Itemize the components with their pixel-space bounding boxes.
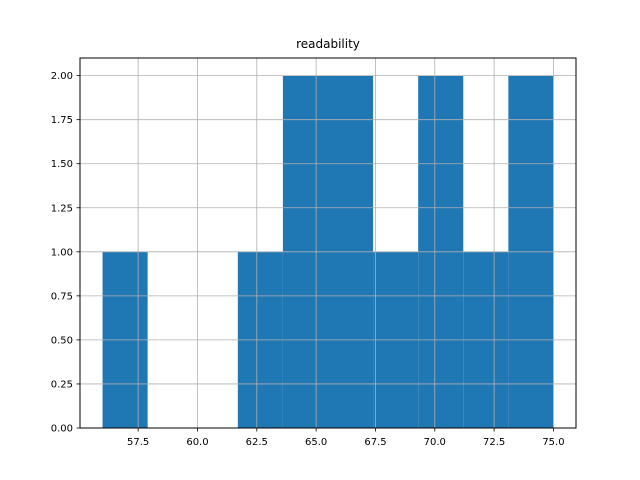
y-tick-label: 0.25	[51, 379, 73, 390]
x-tick-label: 65.0	[305, 437, 327, 448]
y-tick-label: 1.75	[51, 115, 73, 126]
plot-frame	[79, 57, 577, 429]
y-tick-label: 1.50	[51, 159, 73, 170]
x-tick-label: 62.5	[246, 437, 268, 448]
y-tick-label: 0.00	[51, 424, 73, 435]
y-tick-label: 0.50	[51, 335, 73, 346]
y-tick-label: 1.25	[51, 203, 73, 214]
x-tick-label: 57.5	[127, 437, 149, 448]
x-tick-label: 70.0	[424, 437, 446, 448]
y-tick-label: 0.75	[51, 291, 73, 302]
y-axis-ticks: 0.00 0.25 0.50 0.75 1.00 1.25 1.50 1.75 2.00	[51, 71, 80, 435]
y-tick-label: 1.00	[51, 247, 73, 258]
x-tick-label: 75.0	[542, 437, 564, 448]
x-tick-label: 72.5	[483, 437, 505, 448]
x-axis-ticks: 57.5 60.0 62.5 65.0 67.5 70.0 72.5 75.0	[127, 428, 565, 448]
grid-lines	[80, 58, 576, 429]
x-tick-label: 67.5	[364, 437, 386, 448]
y-tick-label: 2.00	[51, 71, 73, 82]
chart-title: readability	[296, 37, 360, 51]
x-tick-label: 60.0	[186, 437, 208, 448]
